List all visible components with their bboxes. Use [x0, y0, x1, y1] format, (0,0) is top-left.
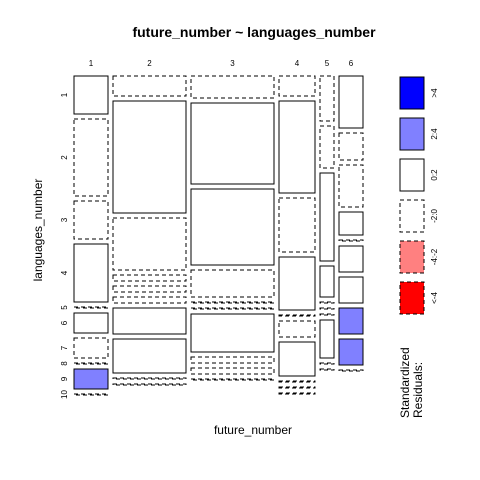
- row-tick-labels: 1 2 3 4 5 6 7 8 9 10: [60, 92, 69, 399]
- row-tick-7: 7: [60, 345, 69, 350]
- x-axis-label: future_number: [214, 423, 292, 437]
- row-tick-6: 6: [60, 320, 69, 325]
- cell-future-1-lang-9: [73, 368, 109, 390]
- cell-future-5-lang-9: [319, 362, 335, 365]
- row-tick-8: 8: [60, 361, 69, 366]
- row-tick-1: 1: [60, 92, 69, 97]
- column-tick-6: 6: [349, 59, 354, 68]
- cell-future-1-lang-6: [73, 312, 109, 334]
- legend-swatch-4: [399, 240, 425, 274]
- cell-future-2-lang-5: [112, 285, 187, 293]
- cell-future-2-lang-4: [112, 274, 187, 282]
- cell-future-2-lang-8: [112, 338, 187, 374]
- legend-swatch-5: [399, 281, 425, 315]
- cell-future-4-lang-7: [278, 341, 316, 377]
- cell-future-3-lang-1: [190, 75, 275, 99]
- cell-future-2-lang-9: [112, 377, 187, 380]
- cell-future-6-lang-10: [338, 369, 364, 372]
- column-tick-labels: 1 2 3 4 5 6: [89, 59, 354, 68]
- cell-future-4-lang-4: [278, 256, 316, 311]
- row-tick-4: 4: [60, 270, 69, 275]
- cell-future-4-lang-1: [278, 75, 316, 97]
- cell-future-4-lang-2: [278, 100, 316, 194]
- legend-label-5: <-4: [430, 292, 439, 304]
- cell-future-1-lang-4: [73, 243, 109, 303]
- column-tick-5: 5: [325, 59, 330, 68]
- chart-title: future_number ~ languages_number: [132, 24, 376, 40]
- cell-future-1-lang-3: [73, 200, 109, 240]
- cell-future-1-lang-5: [73, 306, 109, 309]
- column-tick-3: 3: [230, 59, 235, 68]
- cell-future-6-lang-3: [338, 164, 364, 208]
- row-tick-10: 10: [60, 390, 69, 399]
- legend-label-3: -2:0: [430, 209, 439, 223]
- cell-future-6-lang-8: [338, 307, 364, 335]
- cell-future-5-lang-5: [319, 301, 335, 304]
- cell-future-1-lang-8: [73, 362, 109, 365]
- legend-swatch-2: [399, 158, 425, 192]
- cell-future-1-lang-10: [73, 393, 109, 396]
- cell-future-4-lang-3: [278, 197, 316, 253]
- column-tick-1: 1: [89, 59, 94, 68]
- cell-future-4-lang-5: [278, 314, 316, 317]
- cell-future-3-lang-6: [190, 307, 275, 310]
- cell-future-6-lang-6: [338, 245, 364, 273]
- legend-title-line-2: Residuals:: [411, 362, 425, 418]
- cell-future-2-lang-10: [112, 383, 187, 386]
- cell-future-3-lang-9: [190, 367, 275, 375]
- cell-future-5-lang-1: [319, 75, 335, 122]
- cell-future-5-lang-7: [319, 313, 335, 316]
- legend-label-1: 2:4: [430, 128, 439, 140]
- cell-future-6-lang-7: [338, 276, 364, 304]
- cell-future-6-lang-2: [338, 132, 364, 161]
- row-tick-2: 2: [60, 155, 69, 160]
- cell-future-3-lang-5: [190, 301, 275, 304]
- cell-future-4-lang-9: [278, 386, 316, 389]
- cell-future-1-lang-7: [73, 337, 109, 359]
- cell-future-2-lang-3: [112, 217, 187, 271]
- column-tick-2: 2: [147, 59, 152, 68]
- row-tick-9: 9: [60, 376, 69, 381]
- cell-future-2-lang-7: [112, 307, 187, 335]
- cell-future-4-lang-6: [278, 320, 316, 338]
- cell-future-5-lang-2: [319, 125, 335, 169]
- cell-future-3-lang-8: [190, 356, 275, 364]
- legend-label-4: -4:-2: [430, 248, 439, 265]
- cell-future-5-lang-6: [319, 307, 335, 310]
- cell-future-3-lang-7: [190, 313, 275, 353]
- cell-future-5-lang-4: [319, 265, 335, 298]
- cell-future-2-lang-2: [112, 100, 187, 214]
- y-axis-label: languages_number: [31, 179, 45, 282]
- legend-swatch-3: [399, 199, 425, 233]
- column-tick-4: 4: [295, 59, 300, 68]
- cell-future-2-lang-1: [112, 75, 187, 97]
- cell-future-4-lang-10: [278, 392, 316, 395]
- cell-future-6-lang-1: [338, 75, 364, 129]
- cell-future-3-lang-4: [190, 269, 275, 298]
- legend-label-2: 0:2: [430, 169, 439, 181]
- legend-title-line-1: Standardized: [398, 347, 412, 418]
- cell-future-3-lang-2: [190, 102, 275, 185]
- cell-future-5-lang-3: [319, 172, 335, 262]
- legend: >4 2:4 0:2 -2:0 -4:-2 <-4: [399, 76, 439, 315]
- cell-future-3-lang-3: [190, 188, 275, 266]
- row-tick-3: 3: [60, 217, 69, 222]
- cell-future-3-lang-10: [190, 378, 275, 381]
- cell-future-1-lang-2: [73, 118, 109, 197]
- cell-future-1-lang-1: [73, 75, 109, 115]
- legend-swatch-1: [399, 117, 425, 151]
- legend-label-0: >4: [430, 88, 439, 98]
- cell-future-6-lang-5: [338, 239, 364, 242]
- cell-future-5-lang-10: [319, 368, 335, 371]
- cell-future-6-lang-9: [338, 338, 364, 366]
- cell-future-6-lang-4: [338, 211, 364, 236]
- cell-future-5-lang-8: [319, 319, 335, 359]
- mosaic-cells: [73, 75, 364, 396]
- row-tick-5: 5: [60, 305, 69, 310]
- cell-future-4-lang-8: [278, 380, 316, 383]
- cell-future-2-lang-6: [112, 296, 187, 304]
- legend-swatch-0: [399, 76, 425, 110]
